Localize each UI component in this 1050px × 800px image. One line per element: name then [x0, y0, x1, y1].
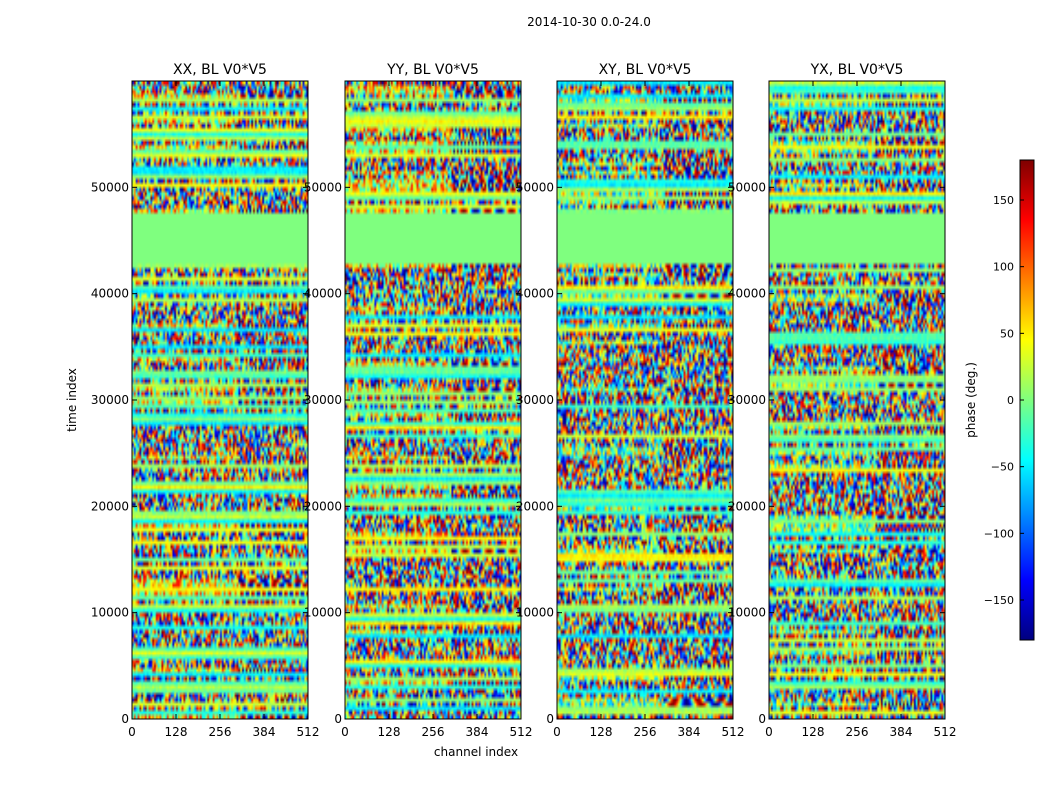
- x-tick-label: 128: [802, 725, 825, 739]
- colorbar-label: phase (deg.): [964, 362, 978, 438]
- x-tick-label: 384: [466, 725, 489, 739]
- y-tick-label: 0: [758, 712, 766, 726]
- y-tick-label: 40000: [304, 287, 342, 301]
- colorbar-tick-label: 50: [1000, 327, 1014, 340]
- x-tick-label: 256: [634, 725, 657, 739]
- y-tick-label: 30000: [516, 393, 554, 407]
- y-tick-label: 10000: [304, 606, 342, 620]
- panel-title: YY, BL V0*V5: [386, 62, 479, 78]
- panel-title: XX, BL V0*V5: [173, 62, 267, 78]
- x-tick-label: 256: [846, 725, 869, 739]
- y-tick-label: 40000: [91, 287, 129, 301]
- y-tick-label: 50000: [516, 180, 554, 194]
- y-tick-label: 20000: [304, 499, 342, 513]
- colorbar: −150 −100 −50 0 50 100 150: [984, 159, 1035, 641]
- y-tick-label: 40000: [728, 287, 766, 301]
- panel-2: YY, BL V0*V5 0 128 256 384 512 0 10000 20000 3000…: [304, 62, 533, 739]
- colorbar-tick-label: −50: [991, 461, 1014, 474]
- y-tick-label: 10000: [728, 606, 766, 620]
- x-tick-label: 512: [722, 725, 745, 739]
- y-axis-label: time index: [65, 368, 79, 432]
- panel-title: XY, BL V0*V5: [599, 62, 692, 78]
- x-tick-label: 0: [553, 725, 561, 739]
- x-tick-label: 128: [165, 725, 188, 739]
- x-tick-label: 512: [297, 725, 320, 739]
- figure-suptitle: 2014-10-30 0.0-24.0: [527, 15, 651, 29]
- y-tick-label: 0: [334, 712, 342, 726]
- panel-3: XY, BL V0*V5 0 128 256 384 512 0 10000 20000 3000…: [516, 62, 745, 739]
- y-tick-label: 30000: [304, 393, 342, 407]
- y-tick-label: 50000: [91, 180, 129, 194]
- x-tick-label: 512: [510, 725, 533, 739]
- y-tick-label: 50000: [728, 180, 766, 194]
- x-axis-label: channel index: [434, 745, 518, 759]
- colorbar-tick-label: −150: [984, 594, 1014, 607]
- y-tick-label: 10000: [91, 606, 129, 620]
- colorbar-tick-label: 150: [993, 194, 1014, 207]
- colorbar-tick-label: 0: [1007, 394, 1014, 407]
- y-tick-label: 20000: [91, 499, 129, 513]
- y-tick-label: 0: [121, 712, 129, 726]
- y-tick-label: 10000: [516, 606, 554, 620]
- y-tick-label: 30000: [728, 393, 766, 407]
- x-tick-label: 0: [128, 725, 136, 739]
- x-tick-label: 0: [765, 725, 773, 739]
- phase-heatmap: [345, 81, 521, 719]
- x-tick-label: 384: [678, 725, 701, 739]
- panel-1: XX, BL V0*V5 0 128 256 384 512 0 10000 20000 3000…: [91, 62, 320, 739]
- phase-heatmap: [557, 81, 733, 719]
- x-tick-label: 128: [590, 725, 613, 739]
- y-tick-label: 40000: [516, 287, 554, 301]
- y-tick-label: 50000: [304, 180, 342, 194]
- y-tick-label: 20000: [728, 499, 766, 513]
- y-tick-label: 30000: [91, 393, 129, 407]
- colorbar-tick-label: 100: [993, 261, 1014, 274]
- x-tick-label: 0: [341, 725, 349, 739]
- x-tick-label: 384: [253, 725, 276, 739]
- y-tick-label: 0: [546, 712, 554, 726]
- x-tick-label: 256: [422, 725, 445, 739]
- x-tick-label: 128: [378, 725, 401, 739]
- x-tick-label: 256: [209, 725, 232, 739]
- colorbar-tick-label: −100: [984, 527, 1014, 540]
- phase-heatmap: [132, 81, 308, 719]
- panel-4: YX, BL V0*V5 0 128 256 384 512 0 10000 20000 3000…: [728, 62, 957, 739]
- y-tick-label: 20000: [516, 499, 554, 513]
- x-tick-label: 512: [934, 725, 957, 739]
- x-tick-label: 384: [890, 725, 913, 739]
- phase-heatmap: [769, 81, 945, 719]
- panel-title: YX, BL V0*V5: [810, 62, 904, 78]
